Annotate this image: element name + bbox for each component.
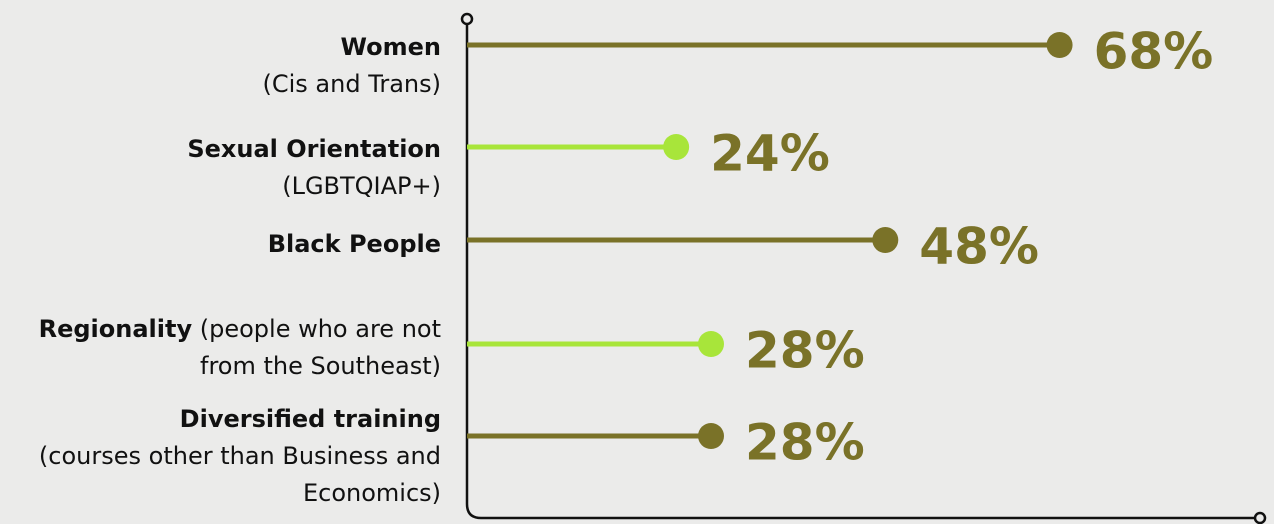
axis: [465, 24, 1254, 520]
dot: [698, 331, 724, 357]
value-label: 28%: [745, 322, 865, 380]
axis-end: [1253, 511, 1267, 524]
value-label: 48%: [919, 218, 1039, 276]
category-name: Black People: [267, 230, 441, 258]
category-label: Sexual Orientation (LGBTQIAP+): [0, 131, 441, 205]
value-label: 24%: [710, 125, 830, 183]
category-detail: (courses other than Business and Economi…: [38, 442, 441, 507]
category-name: Sexual Orientation: [187, 135, 441, 163]
value-label: 28%: [745, 414, 865, 472]
dot: [663, 134, 690, 160]
category-name: Diversified training: [179, 405, 441, 433]
category-label: Diversified training (courses other than …: [0, 401, 441, 512]
value-label: 68%: [1094, 23, 1214, 81]
category-detail: (Cis and Trans): [262, 70, 442, 98]
dot: [698, 423, 724, 449]
category-label: Regionality (people who are not from the…: [0, 311, 441, 385]
category-name: Women: [340, 33, 441, 61]
category-detail: (people who are not from the Southeast): [199, 315, 441, 380]
category-label: Black People: [0, 226, 441, 263]
dot: [1046, 32, 1073, 58]
category-label: Women (Cis and Trans): [0, 29, 442, 103]
category-name: Regionality: [38, 315, 193, 343]
category-detail: (LGBTQIAP+): [282, 172, 441, 200]
axis-end: [460, 12, 474, 26]
dot: [872, 227, 899, 253]
